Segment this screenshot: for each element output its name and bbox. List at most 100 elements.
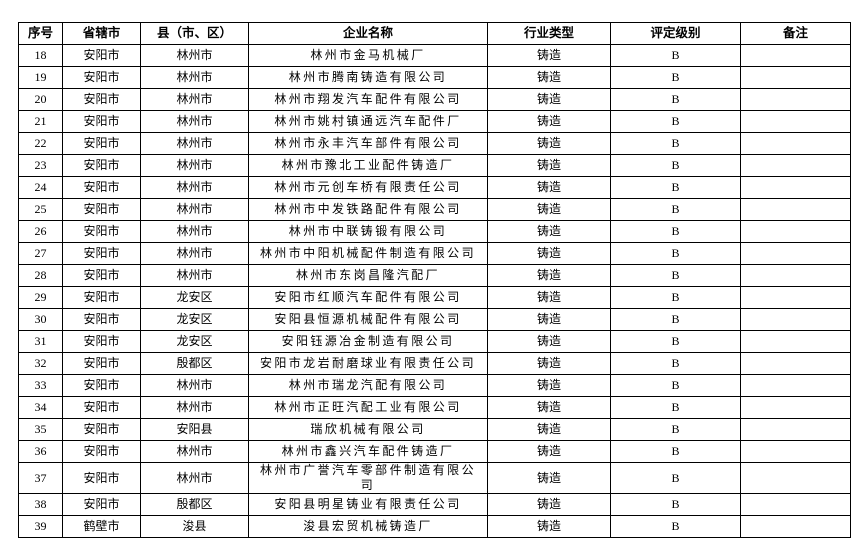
remark-cell <box>740 515 851 538</box>
cell: 安阳市 <box>62 44 141 67</box>
header-cell: 县（市、区） <box>140 22 249 45</box>
table-row: 36 安阳市 林州市 林州市鑫兴汽车配件铸造厂 铸造 B <box>18 440 851 463</box>
cell: B <box>610 242 741 265</box>
cell: 30 <box>18 308 63 331</box>
cell: 26 <box>18 220 63 243</box>
remark-cell <box>740 66 851 89</box>
cell: 铸造 <box>487 462 611 494</box>
table-row: 32 安阳市 殷都区 安阳市龙岩耐磨球业有限责任公司 铸造 B <box>18 352 851 375</box>
cell: 36 <box>18 440 63 463</box>
cell: 龙安区 <box>140 330 249 353</box>
cell: 铸造 <box>487 396 611 419</box>
cell: B <box>610 220 741 243</box>
table-row: 27 安阳市 林州市 林州市中阳机械配件制造有限公司 铸造 B <box>18 242 851 265</box>
cell: 铸造 <box>487 286 611 309</box>
header-cell: 企业名称 <box>248 22 488 45</box>
cell: 殷都区 <box>140 352 249 375</box>
cell: 安阳市 <box>62 374 141 397</box>
cell: 铸造 <box>487 264 611 287</box>
remark-cell <box>740 242 851 265</box>
cell: 铸造 <box>487 176 611 199</box>
cell: 安阳市 <box>62 242 141 265</box>
cell: B <box>610 352 741 375</box>
cell: 28 <box>18 264 63 287</box>
cell: B <box>610 264 741 287</box>
cell: 林州市 <box>140 66 249 89</box>
cell: 林州市 <box>140 44 249 67</box>
cell: 林州市 <box>140 220 249 243</box>
cell: 32 <box>18 352 63 375</box>
cell: 18 <box>18 44 63 67</box>
company-name: 林州市中阳机械配件制造有限公司 <box>248 242 488 265</box>
company-name: 浚县宏贸机械铸造厂 <box>248 515 488 538</box>
cell: 33 <box>18 374 63 397</box>
cell: 安阳市 <box>62 418 141 441</box>
company-name: 林州市永丰汽车部件有限公司 <box>248 132 488 155</box>
cell: B <box>610 132 741 155</box>
cell: 林州市 <box>140 110 249 133</box>
cell: 安阳市 <box>62 66 141 89</box>
cell: B <box>610 154 741 177</box>
remark-cell <box>740 88 851 111</box>
cell: 24 <box>18 176 63 199</box>
cell: 林州市 <box>140 88 249 111</box>
cell: 安阳市 <box>62 286 141 309</box>
cell: 37 <box>18 462 63 494</box>
header-cell: 序号 <box>18 22 63 45</box>
table-row: 22 安阳市 林州市 林州市永丰汽车部件有限公司 铸造 B <box>18 132 851 155</box>
cell: 林州市 <box>140 440 249 463</box>
company-name: 林州市中联铸锻有限公司 <box>248 220 488 243</box>
company-name: 安阳市红顺汽车配件有限公司 <box>248 286 488 309</box>
cell: 39 <box>18 515 63 538</box>
company-name: 林州市金马机械厂 <box>248 44 488 67</box>
company-name: 林州市豫北工业配件铸造厂 <box>248 154 488 177</box>
cell: 安阳市 <box>62 352 141 375</box>
cell: 25 <box>18 198 63 221</box>
cell: 浚县 <box>140 515 249 538</box>
table-row: 18 安阳市 林州市 林州市金马机械厂 铸造 B <box>18 44 851 67</box>
cell: 23 <box>18 154 63 177</box>
remark-cell <box>740 440 851 463</box>
cell: 安阳市 <box>62 396 141 419</box>
cell: 铸造 <box>487 220 611 243</box>
cell: B <box>610 44 741 67</box>
remark-cell <box>740 220 851 243</box>
company-name: 林州市广誉汽车零部件制造有限公司 <box>248 462 488 494</box>
cell: 铸造 <box>487 330 611 353</box>
company-name: 安阳县恒源机械配件有限公司 <box>248 308 488 331</box>
table-row: 26 安阳市 林州市 林州市中联铸锻有限公司 铸造 B <box>18 220 851 243</box>
remark-cell <box>740 132 851 155</box>
cell: B <box>610 330 741 353</box>
cell: 安阳市 <box>62 220 141 243</box>
table-row: 31 安阳市 龙安区 安阳钰源冶金制造有限公司 铸造 B <box>18 330 851 353</box>
remark-cell <box>740 110 851 133</box>
table-row: 24 安阳市 林州市 林州市元创车桥有限责任公司 铸造 B <box>18 176 851 199</box>
table-row: 28 安阳市 林州市 林州市东岗昌隆汽配厂 铸造 B <box>18 264 851 287</box>
cell: 安阳市 <box>62 88 141 111</box>
cell: 林州市 <box>140 132 249 155</box>
cell: B <box>610 308 741 331</box>
cell: 铸造 <box>487 242 611 265</box>
cell: 铸造 <box>487 374 611 397</box>
cell: 31 <box>18 330 63 353</box>
table-row: 29 安阳市 龙安区 安阳市红顺汽车配件有限公司 铸造 B <box>18 286 851 309</box>
cell: 22 <box>18 132 63 155</box>
cell: 安阳市 <box>62 440 141 463</box>
cell: 铸造 <box>487 66 611 89</box>
cell: 安阳县 <box>140 418 249 441</box>
cell: 殷都区 <box>140 493 249 516</box>
cell: 铸造 <box>487 132 611 155</box>
table-row: 38 安阳市 殷都区 安阳县明星铸业有限责任公司 铸造 B <box>18 493 851 516</box>
company-name: 林州市姚村镇通远汽车配件厂 <box>248 110 488 133</box>
company-name: 林州市东岗昌隆汽配厂 <box>248 264 488 287</box>
cell: 铸造 <box>487 493 611 516</box>
remark-cell <box>740 493 851 516</box>
table-body: 18 安阳市 林州市 林州市金马机械厂 铸造 B 19 安阳市 林州市 林州市腾南铸造有限公司 铸造… <box>18 44 851 538</box>
cell: B <box>610 462 741 494</box>
table-row: 20 安阳市 林州市 林州市翔发汽车配件有限公司 铸造 B <box>18 88 851 111</box>
remark-cell <box>740 176 851 199</box>
cell: 铸造 <box>487 88 611 111</box>
header-cell: 省辖市 <box>62 22 141 45</box>
cell: 27 <box>18 242 63 265</box>
